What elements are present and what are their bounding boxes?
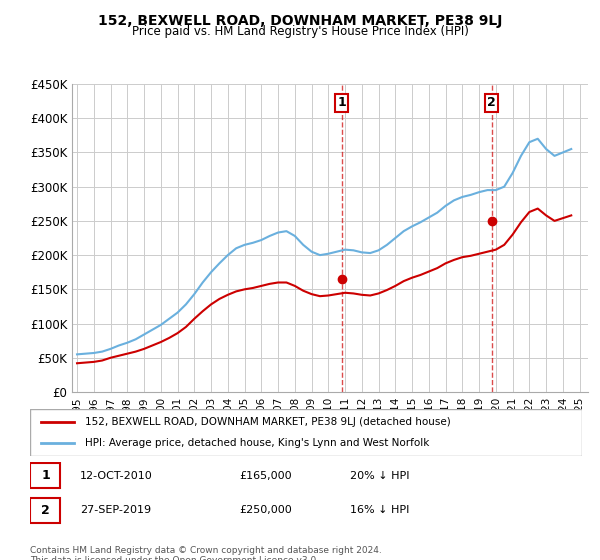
FancyBboxPatch shape bbox=[30, 409, 582, 456]
Text: 152, BEXWELL ROAD, DOWNHAM MARKET, PE38 9LJ (detached house): 152, BEXWELL ROAD, DOWNHAM MARKET, PE38 … bbox=[85, 417, 451, 427]
Text: 152, BEXWELL ROAD, DOWNHAM MARKET, PE38 9LJ: 152, BEXWELL ROAD, DOWNHAM MARKET, PE38 … bbox=[98, 14, 502, 28]
Text: Price paid vs. HM Land Registry's House Price Index (HPI): Price paid vs. HM Land Registry's House … bbox=[131, 25, 469, 38]
FancyBboxPatch shape bbox=[30, 498, 61, 522]
FancyBboxPatch shape bbox=[30, 463, 61, 488]
Text: £165,000: £165,000 bbox=[240, 470, 292, 480]
Text: 2: 2 bbox=[41, 504, 50, 517]
Text: 1: 1 bbox=[41, 469, 50, 482]
Text: 20% ↓ HPI: 20% ↓ HPI bbox=[350, 470, 410, 480]
Text: 27-SEP-2019: 27-SEP-2019 bbox=[80, 505, 151, 515]
Text: HPI: Average price, detached house, King's Lynn and West Norfolk: HPI: Average price, detached house, King… bbox=[85, 438, 430, 448]
Text: 16% ↓ HPI: 16% ↓ HPI bbox=[350, 505, 410, 515]
Text: £250,000: £250,000 bbox=[240, 505, 293, 515]
Text: 12-OCT-2010: 12-OCT-2010 bbox=[80, 470, 152, 480]
Text: 1: 1 bbox=[337, 96, 346, 109]
Text: Contains HM Land Registry data © Crown copyright and database right 2024.
This d: Contains HM Land Registry data © Crown c… bbox=[30, 546, 382, 560]
Text: 2: 2 bbox=[487, 96, 496, 109]
